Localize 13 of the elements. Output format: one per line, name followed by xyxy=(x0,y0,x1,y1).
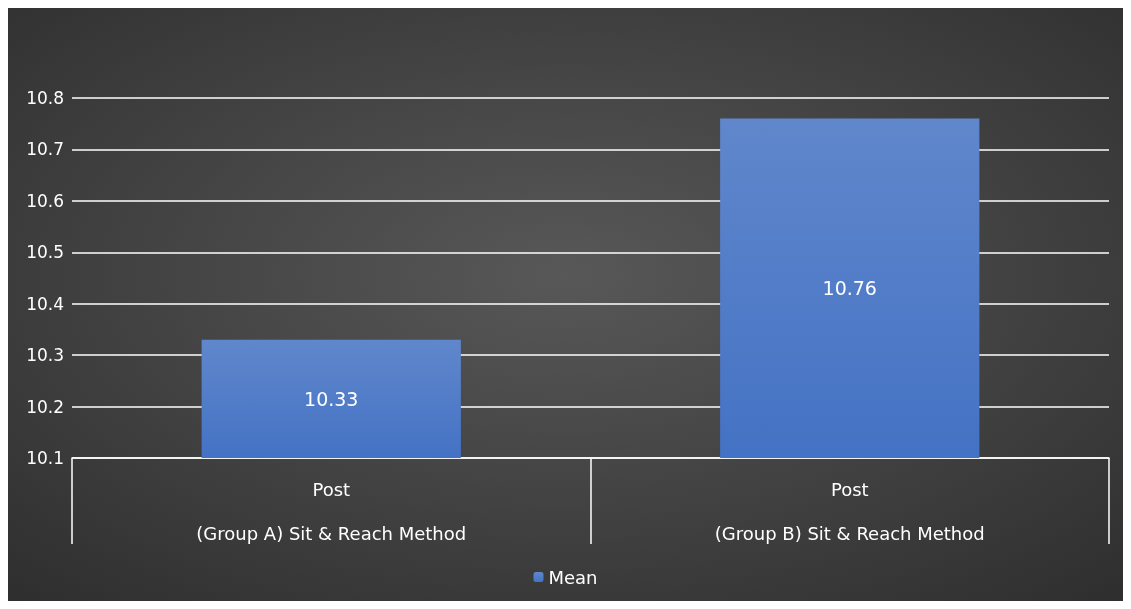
y-tick-label: 10.4 xyxy=(26,293,64,314)
data-label: 10.33 xyxy=(304,387,359,410)
category-label: Post (Group A) Sit & Reach Method xyxy=(196,478,467,544)
y-tick-label: 10.2 xyxy=(26,396,64,417)
legend-label: Mean xyxy=(548,566,598,588)
y-tick-label: 10.8 xyxy=(26,88,64,108)
y-tick-label: 10.7 xyxy=(26,139,64,160)
data-label: 10.76 xyxy=(822,277,877,300)
y-tick-label: 10.5 xyxy=(26,242,64,263)
y-tick-label: 10.6 xyxy=(26,190,64,211)
y-tick-label: 10.3 xyxy=(26,345,64,366)
y-tick-label: 10.1 xyxy=(26,448,64,468)
category-label: Post (Group B) Sit & Reach Method xyxy=(714,478,985,544)
